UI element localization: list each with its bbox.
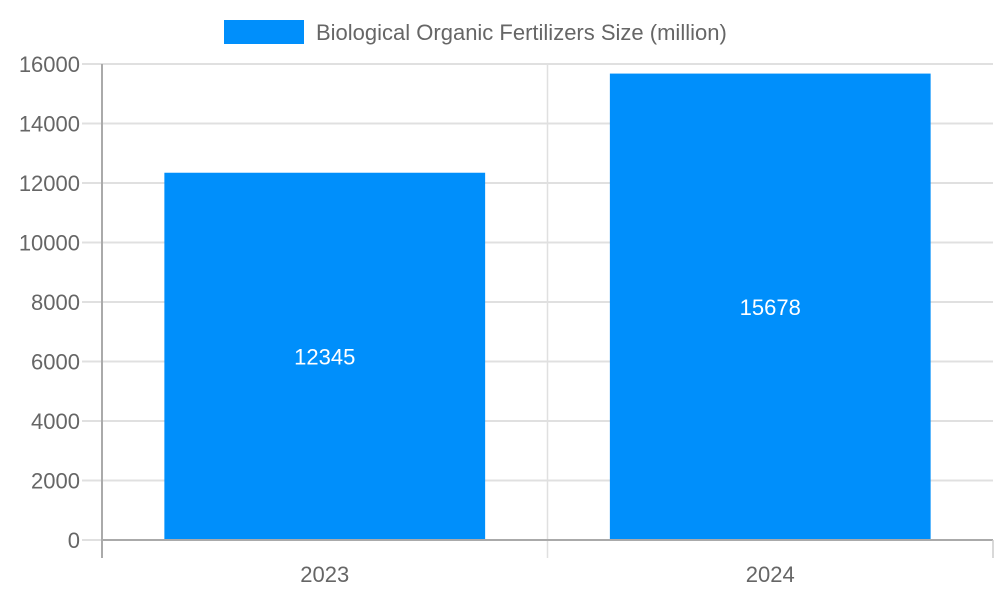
data-label: 12345 (294, 344, 355, 369)
y-tick-label: 6000 (31, 350, 80, 375)
y-tick-label: 12000 (19, 171, 80, 196)
y-tick-label: 4000 (31, 409, 80, 434)
data-label: 15678 (740, 295, 801, 320)
axes: 0 2000 4000 6000 8000 10000 12000 14000 16000 202… (19, 52, 994, 587)
x-tick-label: 2023 (300, 562, 349, 587)
y-tick-label: 8000 (31, 290, 80, 315)
x-tick-label: 2024 (746, 562, 795, 587)
bar (164, 172, 486, 540)
y-tick-label: 16000 (19, 52, 80, 77)
bar (609, 73, 931, 540)
y-tick-label: 10000 (19, 231, 80, 256)
legend-label: Biological Organic Fertilizers Size (mil… (316, 20, 727, 45)
y-tick-label: 2000 (31, 469, 80, 494)
legend-swatch (224, 20, 304, 44)
legend[interactable]: Biological Organic Fertilizers Size (mil… (224, 20, 727, 45)
bars: 12345 15678 (164, 73, 931, 540)
y-tick-label: 0 (68, 528, 80, 553)
y-tick-label: 14000 (19, 112, 80, 137)
